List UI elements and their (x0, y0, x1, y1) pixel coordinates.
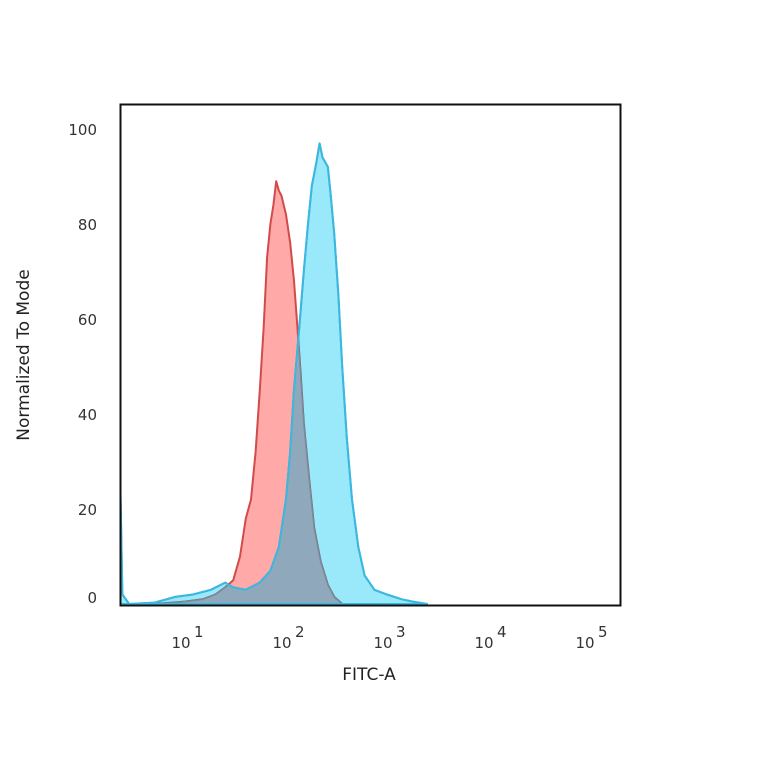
x-tick-exponent: 2 (295, 623, 305, 641)
plot-frame (119, 103, 622, 607)
x-tick-label: 10 (575, 634, 594, 652)
y-tick-label: 0 (87, 589, 97, 607)
x-tick-label: 10 (171, 634, 190, 652)
x-tick-label: 10 (373, 634, 392, 652)
y-tick-label: 20 (78, 501, 97, 519)
y-tick-label: 100 (68, 121, 97, 139)
y-tick-label: 40 (78, 406, 97, 424)
y-tick-label: 80 (78, 216, 97, 234)
x-tick-exponent: 3 (396, 623, 406, 641)
x-tick-exponent: 1 (194, 623, 204, 641)
x-tick-label: 10 (272, 634, 291, 652)
histogram-series (121, 142, 429, 605)
x-axis-title: FITC-A (342, 665, 396, 685)
x-tick-exponent: 4 (497, 623, 507, 641)
y-axis-ticks: 0 20 40 60 80 100 (68, 121, 97, 607)
x-tick-exponent: 5 (598, 623, 608, 641)
x-tick-label: 10 (474, 634, 493, 652)
y-tick-label: 60 (78, 311, 97, 329)
stained-sample-outline (121, 143, 428, 605)
y-axis-title: Normalized To Mode (14, 269, 34, 440)
